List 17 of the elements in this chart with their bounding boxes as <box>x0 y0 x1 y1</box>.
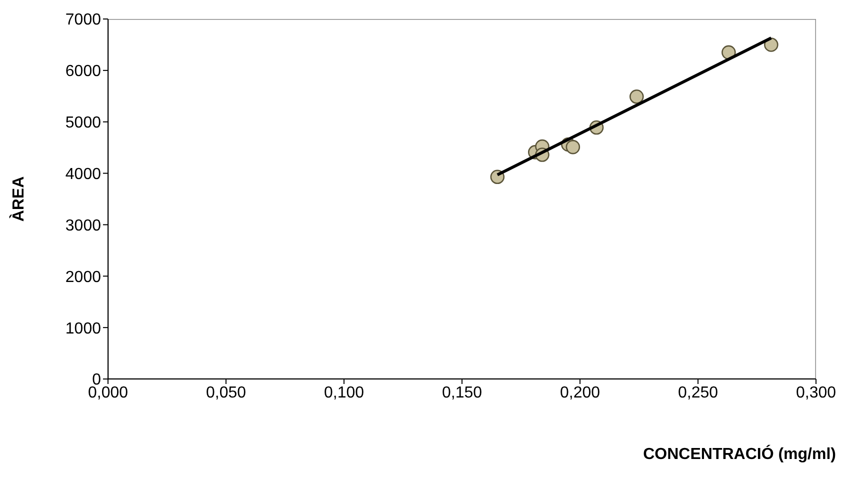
x-axis-title: CONCENTRACIÓ (mg/ml) <box>643 444 836 463</box>
y-tick-label: 1000 <box>65 320 102 338</box>
y-tick-label: 4000 <box>65 166 102 183</box>
y-tick-label: 2000 <box>65 268 102 286</box>
y-tick-label: 7000 <box>65 12 102 29</box>
point <box>566 140 580 154</box>
x-tick-label: 0,050 <box>206 384 246 402</box>
x-tick-label: 0,250 <box>678 384 718 402</box>
y-tick-label: 5000 <box>65 114 102 132</box>
y-axis-title: ÀREA <box>8 176 28 222</box>
x-tick-label: 0,100 <box>324 384 364 402</box>
y-tick-label: 3000 <box>65 217 102 234</box>
y-tick-label: 6000 <box>65 63 102 80</box>
x-tick-label: 0,300 <box>796 384 836 402</box>
x-tick-label: 0,200 <box>560 384 600 402</box>
point <box>629 90 644 104</box>
x-tick-label: 0,150 <box>442 384 482 402</box>
